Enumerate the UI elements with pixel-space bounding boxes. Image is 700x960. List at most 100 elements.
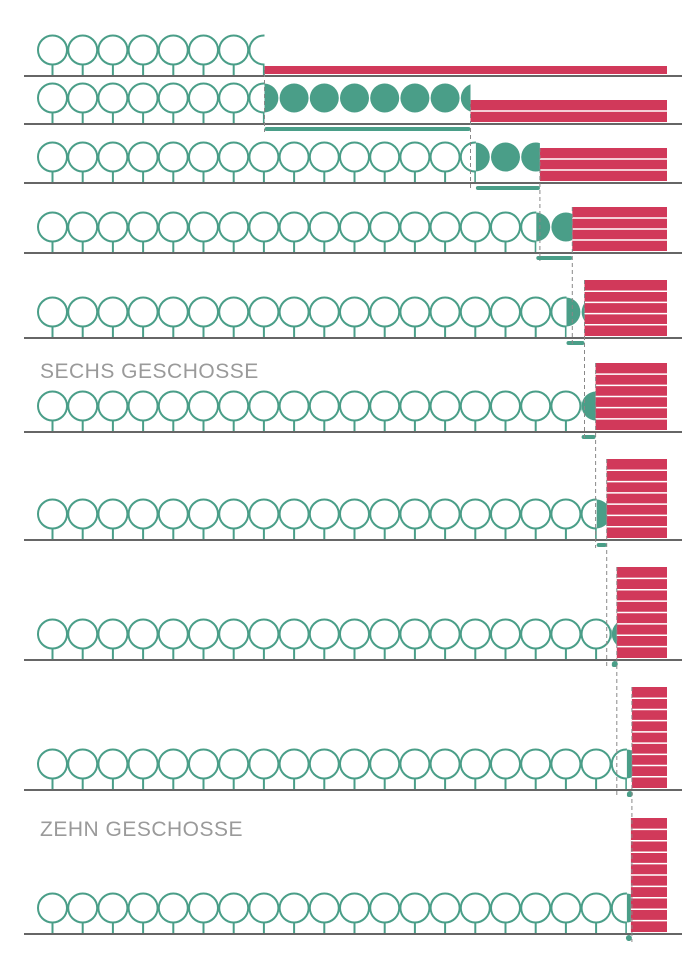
tree [157, 211, 189, 253]
building-4-storeys [572, 207, 667, 251]
tree [157, 390, 189, 432]
tree [248, 211, 280, 253]
tree [520, 296, 552, 338]
shaded-trees [596, 499, 607, 529]
tree [157, 82, 189, 124]
tree [67, 390, 99, 432]
storey-row-9 [24, 687, 682, 797]
tree [37, 296, 68, 338]
tree [37, 141, 68, 183]
tree [429, 390, 461, 432]
storey-row-10 [24, 818, 682, 941]
tree [550, 618, 582, 660]
tree [459, 296, 491, 338]
tree [520, 892, 552, 934]
shaded-tree [611, 623, 617, 645]
open-trees [37, 892, 627, 934]
tree [308, 498, 340, 540]
tree [459, 498, 491, 540]
six-storeys-label: SECHS GESCHOSSE [40, 360, 259, 383]
tree [459, 141, 476, 183]
tree [610, 748, 627, 790]
tree [520, 748, 552, 790]
tree [218, 211, 250, 253]
tree [339, 892, 370, 934]
tree [188, 498, 219, 540]
building-8-storeys [616, 567, 667, 658]
tree [127, 498, 159, 540]
tree [67, 892, 99, 934]
tree [459, 390, 491, 432]
tree [218, 748, 250, 790]
tree [369, 498, 401, 540]
rows-layer [24, 34, 682, 941]
shaded-tree [626, 749, 632, 779]
tree [308, 748, 340, 790]
tree [157, 748, 189, 790]
shaded-tree [340, 83, 369, 113]
storey-row-4 [24, 207, 682, 260]
tree [37, 748, 68, 790]
storey-row-1 [24, 34, 682, 77]
tree [97, 892, 129, 934]
tree [97, 296, 129, 338]
tree [490, 498, 521, 540]
tree [188, 296, 219, 338]
tree [369, 892, 401, 934]
building-10-storeys [630, 818, 667, 932]
tree [369, 748, 401, 790]
tree [157, 296, 189, 338]
tree [339, 141, 370, 183]
shaded-tree [491, 142, 520, 172]
tree [278, 748, 310, 790]
tree [369, 141, 401, 183]
shaded-tree [521, 142, 540, 172]
tree [248, 141, 280, 183]
tree [248, 498, 280, 540]
building-2-storeys [470, 100, 667, 122]
tree [369, 618, 401, 660]
open-trees [37, 141, 476, 183]
tree [37, 390, 68, 432]
tree [308, 390, 340, 432]
tree [188, 34, 219, 76]
shaded-tree [370, 83, 400, 113]
tree [339, 211, 370, 253]
tree [37, 892, 68, 934]
tree [97, 498, 129, 540]
open-trees [37, 748, 627, 790]
tree [399, 892, 431, 934]
tree [97, 82, 129, 124]
storey-row-3 [24, 141, 682, 190]
building-6-storeys [595, 363, 667, 430]
tree [67, 82, 99, 124]
shadow-bar [566, 341, 585, 345]
tree [67, 618, 99, 660]
tree [157, 141, 189, 183]
tree [278, 141, 310, 183]
tree [157, 498, 189, 540]
tree [399, 296, 431, 338]
shaded-trees [626, 749, 632, 779]
tree [278, 390, 310, 432]
tree [248, 296, 280, 338]
connector-layer [264, 66, 633, 942]
tree [399, 748, 431, 790]
tree [278, 618, 310, 660]
marker-dot [625, 935, 632, 941]
tree [369, 296, 401, 338]
tree [308, 141, 340, 183]
tree [610, 892, 627, 934]
tree [308, 618, 340, 660]
building-3-storeys [539, 148, 667, 181]
tree [490, 748, 521, 790]
tree [157, 892, 189, 934]
open-trees [37, 34, 265, 76]
tree [429, 892, 461, 934]
shaded-tree [581, 391, 596, 421]
tree [218, 296, 250, 338]
tree [580, 892, 612, 934]
tree [278, 892, 310, 934]
tree [188, 748, 219, 790]
shaded-tree [279, 83, 309, 113]
